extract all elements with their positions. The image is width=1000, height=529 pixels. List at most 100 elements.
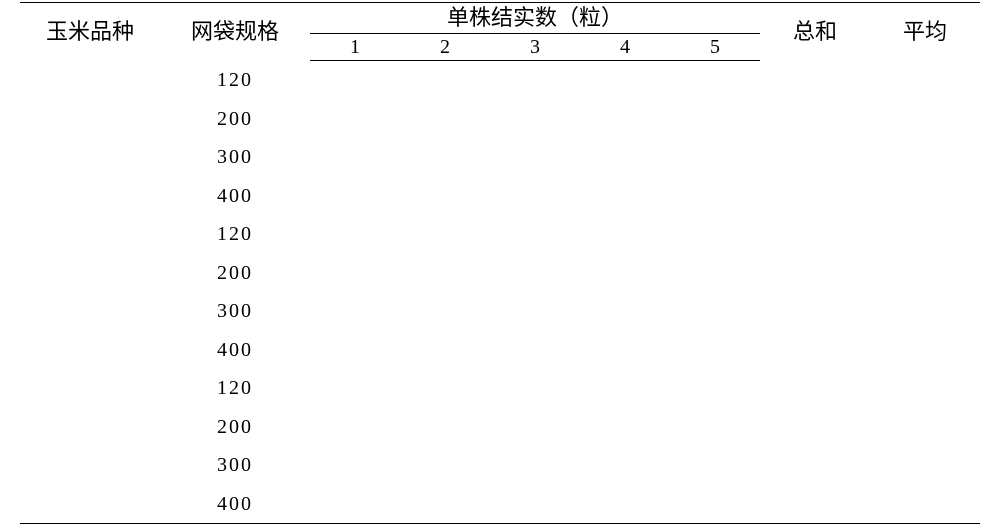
table-row: 200 <box>20 100 980 139</box>
cell-v3 <box>490 408 580 447</box>
cell-v4 <box>580 61 670 100</box>
cell-variety <box>20 100 160 139</box>
cell-variety <box>20 215 160 254</box>
col-header-group: 单株结实数（粒） <box>310 3 760 34</box>
cell-v1 <box>310 138 400 177</box>
cell-v4 <box>580 215 670 254</box>
cell-sum <box>760 100 870 139</box>
cell-v2 <box>400 408 490 447</box>
cell-spec: 120 <box>160 215 310 254</box>
cell-avg <box>870 331 980 370</box>
table-row: 200 <box>20 408 980 447</box>
cell-v1 <box>310 408 400 447</box>
table-row: 300 <box>20 138 980 177</box>
cell-sum <box>760 215 870 254</box>
cell-variety <box>20 446 160 485</box>
cell-avg <box>870 292 980 331</box>
cell-v1 <box>310 254 400 293</box>
cell-spec: 300 <box>160 292 310 331</box>
cell-v1 <box>310 177 400 216</box>
table-row: 120 <box>20 369 980 408</box>
cell-v1 <box>310 369 400 408</box>
cell-spec: 400 <box>160 485 310 524</box>
cell-v1 <box>310 61 400 100</box>
cell-v5 <box>670 408 760 447</box>
cell-spec: 200 <box>160 100 310 139</box>
cell-sum <box>760 331 870 370</box>
cell-avg <box>870 446 980 485</box>
table-row: 300 <box>20 292 980 331</box>
cell-v3 <box>490 100 580 139</box>
cell-sum <box>760 177 870 216</box>
cell-v5 <box>670 177 760 216</box>
cell-v4 <box>580 485 670 524</box>
col-header-sum: 总和 <box>760 3 870 61</box>
cell-v4 <box>580 177 670 216</box>
cell-avg <box>870 408 980 447</box>
cell-v3 <box>490 254 580 293</box>
cell-v5 <box>670 100 760 139</box>
data-table: 玉米品种 网袋规格 单株结实数（粒） 总和 平均 1 2 3 4 5 12020… <box>20 2 980 524</box>
cell-avg <box>870 254 980 293</box>
cell-avg <box>870 215 980 254</box>
cell-variety <box>20 369 160 408</box>
cell-v2 <box>400 254 490 293</box>
table-row: 300 <box>20 446 980 485</box>
cell-v5 <box>670 254 760 293</box>
col-subheader-5: 5 <box>670 34 760 61</box>
cell-v1 <box>310 215 400 254</box>
cell-v2 <box>400 215 490 254</box>
cell-v2 <box>400 446 490 485</box>
cell-sum <box>760 369 870 408</box>
cell-v2 <box>400 369 490 408</box>
cell-v1 <box>310 485 400 524</box>
cell-sum <box>760 485 870 524</box>
cell-spec: 300 <box>160 446 310 485</box>
cell-v1 <box>310 292 400 331</box>
cell-v3 <box>490 446 580 485</box>
cell-v1 <box>310 446 400 485</box>
col-header-spec: 网袋规格 <box>160 3 310 61</box>
cell-sum <box>760 61 870 100</box>
cell-spec: 120 <box>160 369 310 408</box>
cell-v5 <box>670 138 760 177</box>
cell-v2 <box>400 292 490 331</box>
cell-v3 <box>490 369 580 408</box>
col-subheader-1: 1 <box>310 34 400 61</box>
table-body: 120200300400120200300400120200300400 <box>20 61 980 524</box>
cell-spec: 300 <box>160 138 310 177</box>
table-row: 400 <box>20 485 980 524</box>
cell-sum <box>760 446 870 485</box>
cell-v2 <box>400 485 490 524</box>
cell-v1 <box>310 331 400 370</box>
cell-v5 <box>670 485 760 524</box>
cell-spec: 200 <box>160 254 310 293</box>
cell-v5 <box>670 446 760 485</box>
col-subheader-2: 2 <box>400 34 490 61</box>
cell-v4 <box>580 369 670 408</box>
cell-variety <box>20 177 160 216</box>
cell-v3 <box>490 485 580 524</box>
cell-v4 <box>580 254 670 293</box>
cell-v1 <box>310 100 400 139</box>
cell-variety <box>20 61 160 100</box>
cell-v2 <box>400 138 490 177</box>
cell-avg <box>870 177 980 216</box>
cell-variety <box>20 331 160 370</box>
cell-variety <box>20 485 160 524</box>
cell-avg <box>870 100 980 139</box>
cell-v4 <box>580 408 670 447</box>
col-header-variety: 玉米品种 <box>20 3 160 61</box>
cell-spec: 400 <box>160 177 310 216</box>
cell-v5 <box>670 369 760 408</box>
col-header-avg: 平均 <box>870 3 980 61</box>
cell-v4 <box>580 292 670 331</box>
cell-avg <box>870 369 980 408</box>
table-row: 120 <box>20 61 980 100</box>
cell-v3 <box>490 292 580 331</box>
cell-v5 <box>670 215 760 254</box>
cell-v2 <box>400 331 490 370</box>
cell-v5 <box>670 292 760 331</box>
cell-sum <box>760 138 870 177</box>
cell-variety <box>20 408 160 447</box>
